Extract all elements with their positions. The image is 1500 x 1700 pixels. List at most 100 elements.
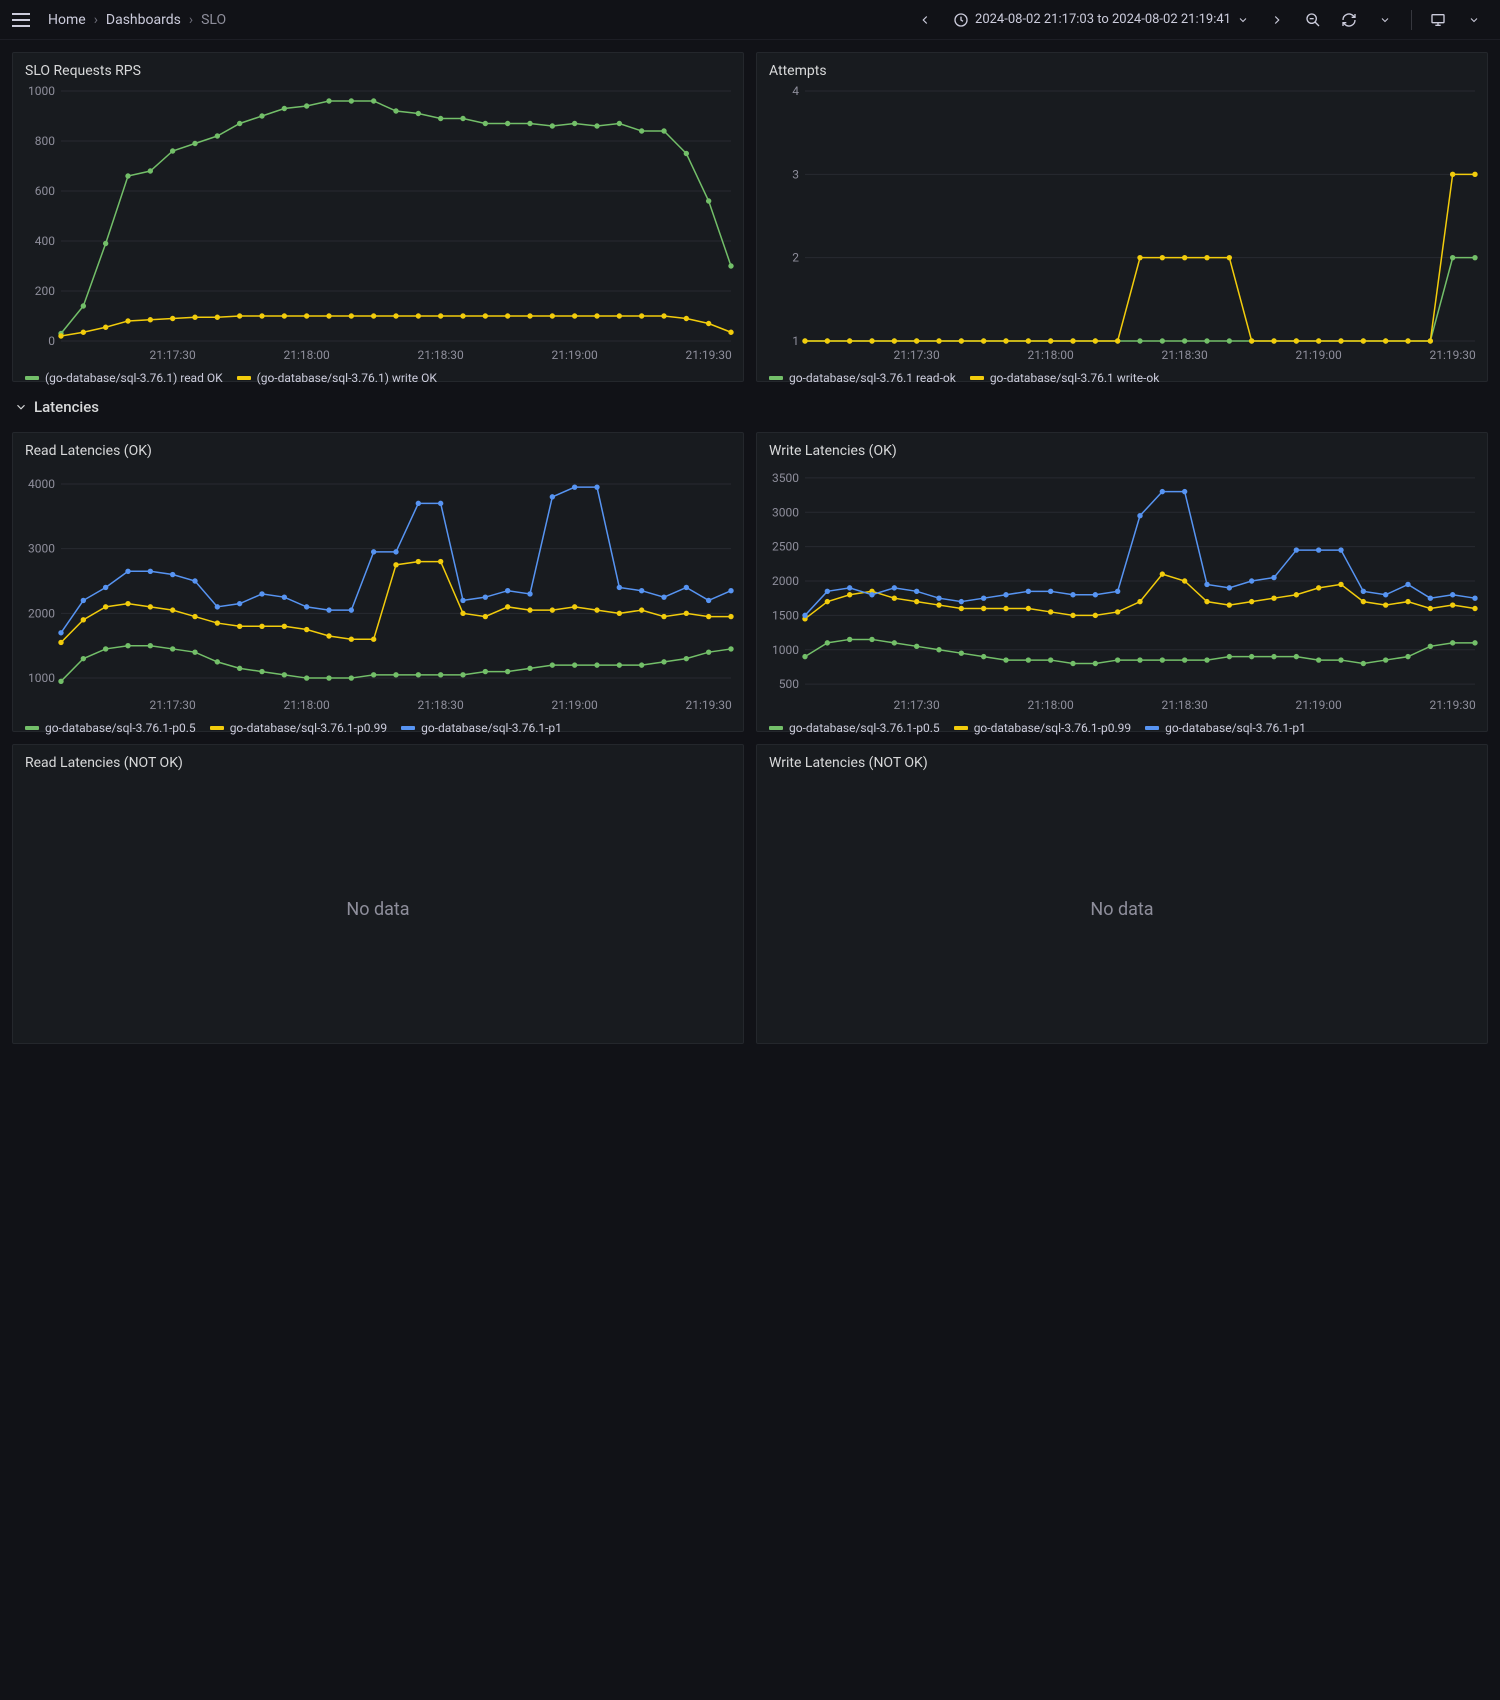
- svg-text:21:18:30: 21:18:30: [1162, 348, 1209, 362]
- panel-write-lat-nok[interactable]: Write Latencies (NOT OK) No data: [756, 744, 1488, 1044]
- svg-text:21:17:30: 21:17:30: [150, 348, 197, 362]
- row-header-label: Latencies: [34, 398, 99, 416]
- svg-text:3000: 3000: [772, 505, 799, 519]
- svg-text:0: 0: [48, 334, 55, 348]
- svg-text:21:18:00: 21:18:00: [1028, 698, 1075, 712]
- panel-body: 100020003000400021:17:3021:18:0021:18:30…: [13, 463, 743, 715]
- time-next-button[interactable]: [1263, 6, 1291, 34]
- legend-item[interactable]: go-database/sql-3.76.1-p0.5: [25, 721, 196, 735]
- panel-title: SLO Requests RPS: [13, 53, 743, 83]
- chevron-right-icon: ›: [189, 12, 193, 28]
- legend: go-database/sql-3.76.1-p0.5 go-database/s…: [757, 715, 1487, 745]
- legend-item[interactable]: go-database/sql-3.76.1-p0.99: [954, 721, 1131, 735]
- legend: go-database/sql-3.76.1-p0.5 go-database/s…: [13, 715, 743, 745]
- chart[interactable]: 123421:17:3021:18:0021:18:3021:19:0021:1…: [757, 83, 1487, 365]
- legend-item[interactable]: (go-database/sql-3.76.1) read OK: [25, 371, 223, 385]
- breadcrumb-dashboards[interactable]: Dashboards: [106, 12, 181, 28]
- svg-text:1: 1: [792, 334, 799, 348]
- legend-item[interactable]: go-database/sql-3.76.1-p1: [1145, 721, 1306, 735]
- svg-text:1000: 1000: [28, 671, 55, 685]
- legend-label: (go-database/sql-3.76.1) read OK: [45, 371, 223, 385]
- svg-text:21:18:30: 21:18:30: [418, 698, 465, 712]
- panel-body: 123421:17:3021:18:0021:18:3021:19:0021:1…: [757, 83, 1487, 365]
- panel-options-button[interactable]: [1460, 6, 1488, 34]
- time-prev-button[interactable]: [911, 6, 939, 34]
- divider: [1411, 10, 1412, 30]
- legend-label: go-database/sql-3.76.1 read-ok: [789, 371, 956, 385]
- legend-label: go-database/sql-3.76.1-p0.5: [45, 721, 196, 735]
- panel-title: Read Latencies (NOT OK): [13, 745, 743, 775]
- legend-swatch: [769, 376, 783, 380]
- panel-write-lat-ok[interactable]: Write Latencies (OK) 5001000150020002500…: [756, 432, 1488, 732]
- panel-title: Read Latencies (OK): [13, 433, 743, 463]
- legend-label: go-database/sql-3.76.1 write-ok: [990, 371, 1159, 385]
- legend-swatch: [954, 726, 968, 730]
- svg-text:21:18:30: 21:18:30: [1162, 698, 1209, 712]
- svg-text:3: 3: [792, 167, 799, 181]
- legend-swatch: [769, 726, 783, 730]
- svg-text:4000: 4000: [28, 477, 55, 491]
- svg-text:21:19:00: 21:19:00: [552, 348, 599, 362]
- svg-text:200: 200: [35, 284, 55, 298]
- svg-text:21:18:00: 21:18:00: [284, 348, 331, 362]
- svg-text:21:17:30: 21:17:30: [150, 698, 197, 712]
- topbar: Home › Dashboards › SLO 2024-08-02 21:17…: [0, 0, 1500, 40]
- legend-label: go-database/sql-3.76.1-p0.5: [789, 721, 940, 735]
- svg-text:21:18:00: 21:18:00: [284, 698, 331, 712]
- panel-attempts[interactable]: Attempts 123421:17:3021:18:0021:18:3021:…: [756, 52, 1488, 382]
- svg-text:21:19:00: 21:19:00: [552, 698, 599, 712]
- chart[interactable]: 50010001500200025003000350021:17:3021:18…: [757, 463, 1487, 715]
- breadcrumb: Home › Dashboards › SLO: [48, 12, 226, 28]
- legend-swatch: [25, 726, 39, 730]
- panel-read-lat-ok[interactable]: Read Latencies (OK) 100020003000400021:1…: [12, 432, 744, 732]
- svg-text:21:19:30: 21:19:30: [686, 698, 733, 712]
- refresh-button[interactable]: [1335, 6, 1363, 34]
- svg-text:2000: 2000: [772, 574, 799, 588]
- svg-text:2500: 2500: [772, 540, 799, 554]
- svg-text:21:17:30: 21:17:30: [894, 348, 941, 362]
- legend-item[interactable]: go-database/sql-3.76.1-p1: [401, 721, 562, 735]
- legend-swatch: [401, 726, 415, 730]
- topbar-right: 2024-08-02 21:17:03 to 2024-08-02 21:19:…: [911, 6, 1488, 34]
- legend-label: go-database/sql-3.76.1-p0.99: [974, 721, 1131, 735]
- panel-body: 0200400600800100021:17:3021:18:0021:18:3…: [13, 83, 743, 365]
- legend-swatch: [970, 376, 984, 380]
- chevron-down-icon: [14, 400, 28, 414]
- no-data-label: No data: [1090, 899, 1153, 920]
- svg-text:800: 800: [35, 134, 55, 148]
- svg-text:21:19:00: 21:19:00: [1296, 698, 1343, 712]
- refresh-interval-button[interactable]: [1371, 6, 1399, 34]
- svg-text:21:19:30: 21:19:30: [1430, 698, 1477, 712]
- zoom-out-button[interactable]: [1299, 6, 1327, 34]
- panel-title: Write Latencies (NOT OK): [757, 745, 1487, 775]
- legend-item[interactable]: (go-database/sql-3.76.1) write OK: [237, 371, 437, 385]
- svg-text:600: 600: [35, 184, 55, 198]
- svg-text:3500: 3500: [772, 471, 799, 485]
- legend-swatch: [1145, 726, 1159, 730]
- legend: (go-database/sql-3.76.1) read OK (go-data…: [13, 365, 743, 395]
- menu-icon[interactable]: [12, 8, 36, 32]
- legend-item[interactable]: go-database/sql-3.76.1-p0.99: [210, 721, 387, 735]
- chevron-right-icon: ›: [94, 12, 98, 28]
- panel-read-lat-nok[interactable]: Read Latencies (NOT OK) No data: [12, 744, 744, 1044]
- legend-swatch: [237, 376, 251, 380]
- row-header-latencies[interactable]: Latencies: [12, 394, 1488, 420]
- legend-swatch: [210, 726, 224, 730]
- clock-icon: [953, 12, 969, 28]
- time-range-picker[interactable]: 2024-08-02 21:17:03 to 2024-08-02 21:19:…: [947, 12, 1255, 28]
- svg-text:2: 2: [792, 251, 799, 265]
- svg-text:21:18:30: 21:18:30: [418, 348, 465, 362]
- kiosk-button[interactable]: [1424, 6, 1452, 34]
- legend-item[interactable]: go-database/sql-3.76.1 write-ok: [970, 371, 1159, 385]
- panel-body-empty: No data: [757, 775, 1487, 1043]
- breadcrumb-home[interactable]: Home: [48, 12, 86, 28]
- no-data-label: No data: [346, 899, 409, 920]
- legend-item[interactable]: go-database/sql-3.76.1-p0.5: [769, 721, 940, 735]
- chart[interactable]: 100020003000400021:17:3021:18:0021:18:30…: [13, 463, 743, 715]
- legend-item[interactable]: go-database/sql-3.76.1 read-ok: [769, 371, 956, 385]
- legend-label: go-database/sql-3.76.1-p1: [1165, 721, 1306, 735]
- svg-text:1000: 1000: [28, 84, 55, 98]
- panel-slo-rps[interactable]: SLO Requests RPS 0200400600800100021:17:…: [12, 52, 744, 382]
- chart[interactable]: 0200400600800100021:17:3021:18:0021:18:3…: [13, 83, 743, 365]
- svg-text:3000: 3000: [28, 542, 55, 556]
